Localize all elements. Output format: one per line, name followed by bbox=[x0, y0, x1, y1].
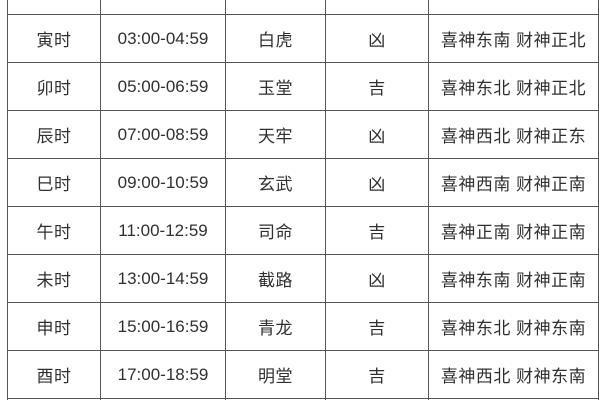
gods-directions: 喜神正南 财神正西 bbox=[429, 0, 599, 14]
time-range: 09:00-10:59 bbox=[101, 159, 226, 206]
table-row-mao: 卯时 05:00-06:59 玉堂 吉 喜神东北 财神正北 bbox=[8, 63, 599, 111]
time-range: 03:00-04:59 bbox=[101, 15, 226, 62]
luck-value: 吉 bbox=[326, 63, 429, 110]
gods-directions: 喜神西北 财神正东 bbox=[429, 111, 599, 158]
hour-label: 巳时 bbox=[8, 159, 101, 206]
luck-value: 吉 bbox=[326, 303, 429, 350]
time-range: 17:00-18:59 bbox=[101, 351, 226, 398]
luck-value: 吉 bbox=[326, 351, 429, 398]
luck-value: 凶 bbox=[326, 15, 429, 62]
table-row-wei: 未时 13:00-14:59 截路 凶 喜神东南 财神正南 bbox=[8, 255, 599, 303]
hours-luck-table: 丑时 01:00-02:59 天德 吉 喜神正南 财神正西 寅时 03:00-0… bbox=[7, 0, 599, 400]
table-row-chou: 丑时 01:00-02:59 天德 吉 喜神正南 财神正西 bbox=[8, 0, 599, 15]
luck-value: 凶 bbox=[326, 255, 429, 302]
star-deity: 白虎 bbox=[226, 15, 326, 62]
hour-label: 申时 bbox=[8, 303, 101, 350]
hour-label: 辰时 bbox=[8, 111, 101, 158]
star-deity: 玉堂 bbox=[226, 63, 326, 110]
star-deity: 玄武 bbox=[226, 159, 326, 206]
table-row-you: 酉时 17:00-18:59 明堂 吉 喜神西北 财神东南 bbox=[8, 351, 599, 399]
luck-value: 吉 bbox=[326, 0, 429, 14]
table-row-wu: 午时 11:00-12:59 司命 吉 喜神正南 财神正南 bbox=[8, 207, 599, 255]
gods-directions: 喜神东北 财神正北 bbox=[429, 63, 599, 110]
table-row-shen: 申时 15:00-16:59 青龙 吉 喜神东北 财神东南 bbox=[8, 303, 599, 351]
time-range: 01:00-02:59 bbox=[101, 0, 226, 14]
star-deity: 天牢 bbox=[226, 111, 326, 158]
star-deity: 青龙 bbox=[226, 303, 326, 350]
hour-label: 未时 bbox=[8, 255, 101, 302]
gods-directions: 喜神正南 财神正南 bbox=[429, 207, 599, 254]
star-deity: 司命 bbox=[226, 207, 326, 254]
time-range: 15:00-16:59 bbox=[101, 303, 226, 350]
luck-value: 吉 bbox=[326, 207, 429, 254]
gods-directions: 喜神东南 财神正南 bbox=[429, 255, 599, 302]
hour-label: 卯时 bbox=[8, 63, 101, 110]
gods-directions: 喜神西北 财神东南 bbox=[429, 351, 599, 398]
table-row-chen: 辰时 07:00-08:59 天牢 凶 喜神西北 财神正东 bbox=[8, 111, 599, 159]
gods-directions: 喜神东北 财神东南 bbox=[429, 303, 599, 350]
time-range: 13:00-14:59 bbox=[101, 255, 226, 302]
luck-value: 凶 bbox=[326, 159, 429, 206]
gods-directions: 喜神西南 财神正南 bbox=[429, 159, 599, 206]
time-range: 05:00-06:59 bbox=[101, 63, 226, 110]
table-row-si: 巳时 09:00-10:59 玄武 凶 喜神西南 财神正南 bbox=[8, 159, 599, 207]
time-range: 07:00-08:59 bbox=[101, 111, 226, 158]
star-deity: 截路 bbox=[226, 255, 326, 302]
luck-value: 凶 bbox=[326, 111, 429, 158]
hour-label: 寅时 bbox=[8, 15, 101, 62]
table-row-yin: 寅时 03:00-04:59 白虎 凶 喜神东南 财神正北 bbox=[8, 15, 599, 63]
star-deity: 明堂 bbox=[226, 351, 326, 398]
hour-label: 酉时 bbox=[8, 351, 101, 398]
hour-label: 午时 bbox=[8, 207, 101, 254]
star-deity: 天德 bbox=[226, 0, 326, 14]
hour-label: 丑时 bbox=[8, 0, 101, 14]
time-range: 11:00-12:59 bbox=[101, 207, 226, 254]
gods-directions: 喜神东南 财神正北 bbox=[429, 15, 599, 62]
